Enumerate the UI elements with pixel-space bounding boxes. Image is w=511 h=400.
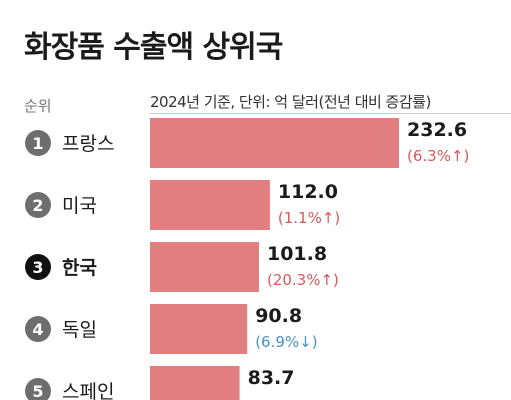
rank-number: 3 bbox=[32, 258, 43, 277]
change-label: (6.3%↑) bbox=[407, 147, 469, 165]
country-label: 독일 bbox=[62, 319, 97, 341]
country-label: 미국 bbox=[62, 195, 97, 217]
change-label: (1.1%↑) bbox=[278, 209, 340, 227]
bar bbox=[150, 366, 240, 400]
value-label: 101.8 bbox=[267, 243, 327, 265]
rank-circle bbox=[25, 254, 51, 280]
value-label: 112.0 bbox=[278, 181, 338, 203]
country-label: 스페인 bbox=[62, 381, 114, 400]
rank-circle bbox=[25, 130, 51, 156]
country-label: 한국 bbox=[62, 257, 97, 279]
country-label: 프랑스 bbox=[62, 133, 114, 155]
bar bbox=[150, 242, 259, 292]
rank-number: 2 bbox=[32, 196, 43, 215]
value-label: 83.7 bbox=[248, 367, 295, 389]
bar bbox=[150, 180, 270, 230]
rank-circle bbox=[25, 316, 51, 342]
rank-number: 5 bbox=[32, 382, 43, 400]
change-label: (6.9%↓) bbox=[255, 333, 317, 351]
rank-column-header: 순위 bbox=[24, 97, 52, 115]
rank-circle bbox=[25, 192, 51, 218]
header-divider bbox=[150, 113, 511, 114]
bar bbox=[150, 118, 399, 168]
rank-circle bbox=[25, 378, 51, 400]
value-label: 90.8 bbox=[255, 305, 302, 327]
rank-number: 1 bbox=[32, 134, 43, 153]
value-label: 232.6 bbox=[407, 119, 467, 141]
bar bbox=[150, 304, 248, 354]
change-label: (20.3%↑) bbox=[267, 271, 339, 289]
chart-title: 화장품 수출액 상위국 bbox=[24, 30, 283, 65]
unit-note: 2024년 기준, 단위: 억 달러(전년 대비 증감률) bbox=[150, 93, 431, 111]
rank-number: 4 bbox=[32, 320, 43, 339]
